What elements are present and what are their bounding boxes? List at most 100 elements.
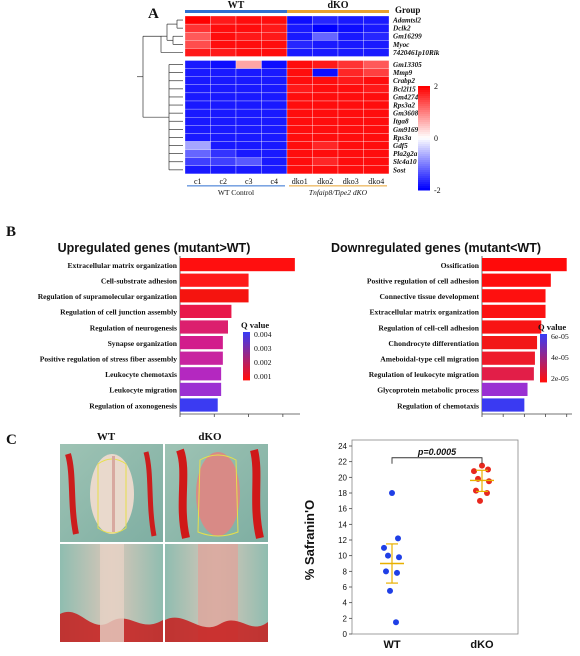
heatmap-cell: [210, 48, 237, 57]
heatmap-cell: [261, 76, 288, 85]
down_chart-term-label: Ossification: [441, 261, 480, 270]
heatmap-cell: [363, 141, 390, 150]
heatmap-cell: [363, 40, 390, 49]
panel-letter-a: A: [148, 6, 159, 22]
heatmap-cell: [261, 84, 288, 94]
scatter-point: [395, 535, 401, 542]
up_chart-bar: [180, 289, 249, 303]
heatmap-cell: [235, 32, 262, 41]
group-bar-dko: [287, 10, 389, 13]
heatmap-cell: [184, 100, 211, 110]
heatmap-cell: [184, 141, 211, 150]
heatmap-cell: [235, 165, 262, 175]
heatmap-cell: [337, 48, 364, 57]
heatmap-cell: [261, 40, 288, 49]
heatmap-cell: [337, 117, 364, 126]
down_chart-legend-segment: [540, 376, 547, 379]
colorbar-segment: [418, 148, 430, 151]
up_chart-term-label: Extracellular matrix organization: [67, 261, 177, 270]
heatmap-cell: [210, 23, 237, 33]
up_chart-legend-segment: [243, 356, 250, 359]
down_chart-title: Downregulated genes (mutant<WT): [331, 241, 541, 255]
up_chart-bar: [180, 367, 222, 381]
scatter-point: [387, 587, 393, 594]
heatmap-cell: [337, 100, 364, 110]
heatmap-cell: [261, 149, 288, 158]
heatmap-cell: [337, 165, 364, 175]
scatter-point: [479, 462, 485, 469]
group-label-dko: dKO: [327, 0, 348, 11]
heatmap-cell: [210, 165, 237, 175]
heatmap-cell: [184, 108, 211, 118]
colorbar-segment: [418, 184, 430, 187]
heatmap-cell: [210, 141, 237, 150]
scatter-point: [485, 466, 491, 473]
group-title: Group: [395, 5, 420, 15]
up_chart-bar: [180, 273, 249, 287]
heatmap-cell: [286, 48, 313, 57]
gene-label: 7420461p10Rik: [393, 49, 440, 57]
heatmap-cell: [363, 76, 390, 85]
heatmap-cell: [363, 48, 390, 57]
column-label: c2: [219, 177, 227, 186]
heatmap-cell: [286, 32, 313, 41]
heatmap-cells: [184, 15, 390, 175]
heatmap-cell: [363, 84, 390, 94]
heatmap-cell: [286, 141, 313, 150]
up_chart-bar: [180, 382, 222, 396]
up_chart-x-tick-label: 0: [178, 418, 182, 420]
scatter-y-tick-label: 2: [343, 614, 348, 623]
down_chart-bar: [482, 398, 525, 412]
heatmap-cell: [261, 165, 288, 175]
down_chart-term-label: Regulation of cell-cell adhesion: [378, 323, 479, 332]
up_chart-legend-segment: [243, 348, 250, 351]
up_chart-legend-segment: [243, 354, 250, 357]
down_chart-term-label: Regulation of leukocyte migration: [369, 370, 480, 379]
colorbar-segment: [418, 102, 430, 105]
heatmap-cell: [363, 149, 390, 158]
up_chart-legend-segment: [243, 378, 250, 381]
heatmap-cell: [261, 157, 288, 166]
up_chart-term-label: Positive regulation of stress fiber asse…: [40, 355, 178, 364]
down_chart-x-tick-label: 4: [522, 418, 526, 420]
heatmap-cell: [312, 68, 339, 77]
heatmap-cell: [312, 117, 339, 126]
colorbar-segment: [418, 158, 430, 161]
colorbar-tick: 0: [434, 134, 438, 143]
heatmap-cell: [184, 32, 211, 41]
scatter-y-tick-label: 6: [343, 583, 348, 592]
column-label: dko1: [292, 177, 308, 186]
up_chart-term-label: Leukocyte migration: [109, 386, 177, 395]
down_chart-legend-segment: [540, 348, 547, 351]
colorbar-segment: [418, 130, 430, 133]
scatter-y-label: % Safranin'O: [302, 500, 317, 580]
colorbar-segment: [418, 112, 430, 115]
heatmap-cell: [312, 76, 339, 85]
colorbar-segment: [418, 138, 430, 141]
colorbar-segment: [418, 92, 430, 95]
heatmap-cell: [312, 133, 339, 142]
up_chart-legend-segment: [243, 362, 250, 365]
colorbar-segment: [418, 118, 430, 121]
colorbar-segment: [418, 178, 430, 181]
up_chart-legend-segment: [243, 342, 250, 345]
up_chart-legend-segment: [243, 332, 250, 335]
heatmap-cell: [235, 48, 262, 57]
colorbar-segment: [418, 128, 430, 131]
heatmap-cell: [363, 125, 390, 134]
scatter-y-tick-label: 16: [338, 505, 347, 514]
down_chart-legend-segment: [540, 346, 547, 349]
scatter-y-tick-label: 12: [338, 536, 347, 545]
heatmap-cell: [363, 32, 390, 41]
up_chart-legend-segment: [243, 334, 250, 337]
heatmap-cell: [312, 125, 339, 134]
gene-label: Gm13305: [393, 61, 422, 69]
gene-label: Rps3a: [392, 134, 412, 142]
colorbar-segment: [418, 170, 430, 173]
heatmap-cell: [184, 149, 211, 158]
scatter-point: [381, 544, 387, 551]
down_chart-legend-segment: [540, 360, 547, 363]
up_chart-legend-segment: [243, 346, 250, 349]
colorbar-segment: [418, 90, 430, 93]
